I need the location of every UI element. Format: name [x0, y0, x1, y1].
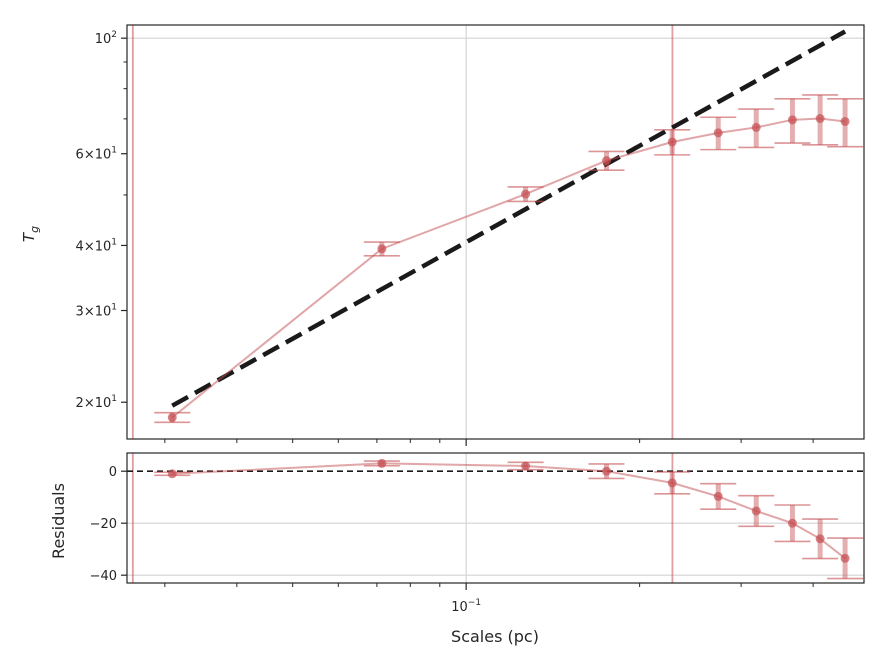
y-tick-label: 102	[95, 30, 117, 47]
data-point	[602, 156, 612, 166]
data-point	[377, 244, 387, 254]
residuals-vertical-lines	[131, 453, 674, 583]
residual-point	[815, 534, 825, 544]
residual-point	[602, 466, 612, 476]
main-grid	[127, 25, 864, 439]
residual-point	[713, 491, 723, 501]
fit-line	[171, 29, 847, 408]
residual-point	[377, 458, 387, 468]
residuals-line	[172, 462, 846, 560]
residual-point	[167, 469, 177, 479]
residual-point	[751, 506, 761, 516]
residual-point	[521, 461, 531, 471]
data-point	[815, 114, 825, 124]
residuals-frame	[126, 452, 865, 584]
y-tick-label: 2×101	[76, 394, 117, 411]
data-point	[713, 128, 723, 138]
main-frame	[126, 24, 865, 440]
residual-point	[667, 478, 677, 488]
residuals-grid	[127, 453, 864, 583]
data-point	[167, 412, 177, 422]
main-y-ticks: 2×101 3×101 4×101 6×101 102	[76, 30, 127, 411]
y-tick-label: 4×101	[76, 237, 117, 254]
residual-point	[787, 518, 797, 528]
residuals-x-ticks: 10−1	[164, 583, 814, 615]
residuals-series	[154, 458, 864, 580]
data-point	[667, 137, 677, 147]
data-point	[521, 189, 531, 199]
x-tick-label: 10−1	[451, 598, 481, 615]
power-law-fit	[171, 29, 847, 408]
residuals-y-tick-label: 0	[109, 465, 117, 480]
residuals-y-axis-label: Residuals	[49, 483, 68, 559]
residuals-y-tick-label: −20	[90, 517, 117, 532]
x-axis-label: Scales (pc)	[451, 627, 539, 646]
residuals-plot-panel: 0 −20 −40 10−1 Residuals Scales (pc)	[49, 452, 865, 646]
main-x-ticks	[164, 439, 814, 446]
residual-point	[840, 553, 850, 563]
residuals-y-ticks: 0 −20 −40	[90, 465, 127, 584]
data-point	[787, 115, 797, 125]
residuals-y-tick-label: −40	[90, 569, 117, 584]
data-line	[171, 117, 846, 419]
main-vertical-lines	[131, 25, 674, 439]
y-tick-label: 3×101	[76, 303, 117, 320]
y-tick-label: 6×101	[76, 146, 117, 163]
data-point	[840, 116, 850, 126]
data-point	[751, 122, 761, 132]
data-series	[154, 94, 864, 424]
